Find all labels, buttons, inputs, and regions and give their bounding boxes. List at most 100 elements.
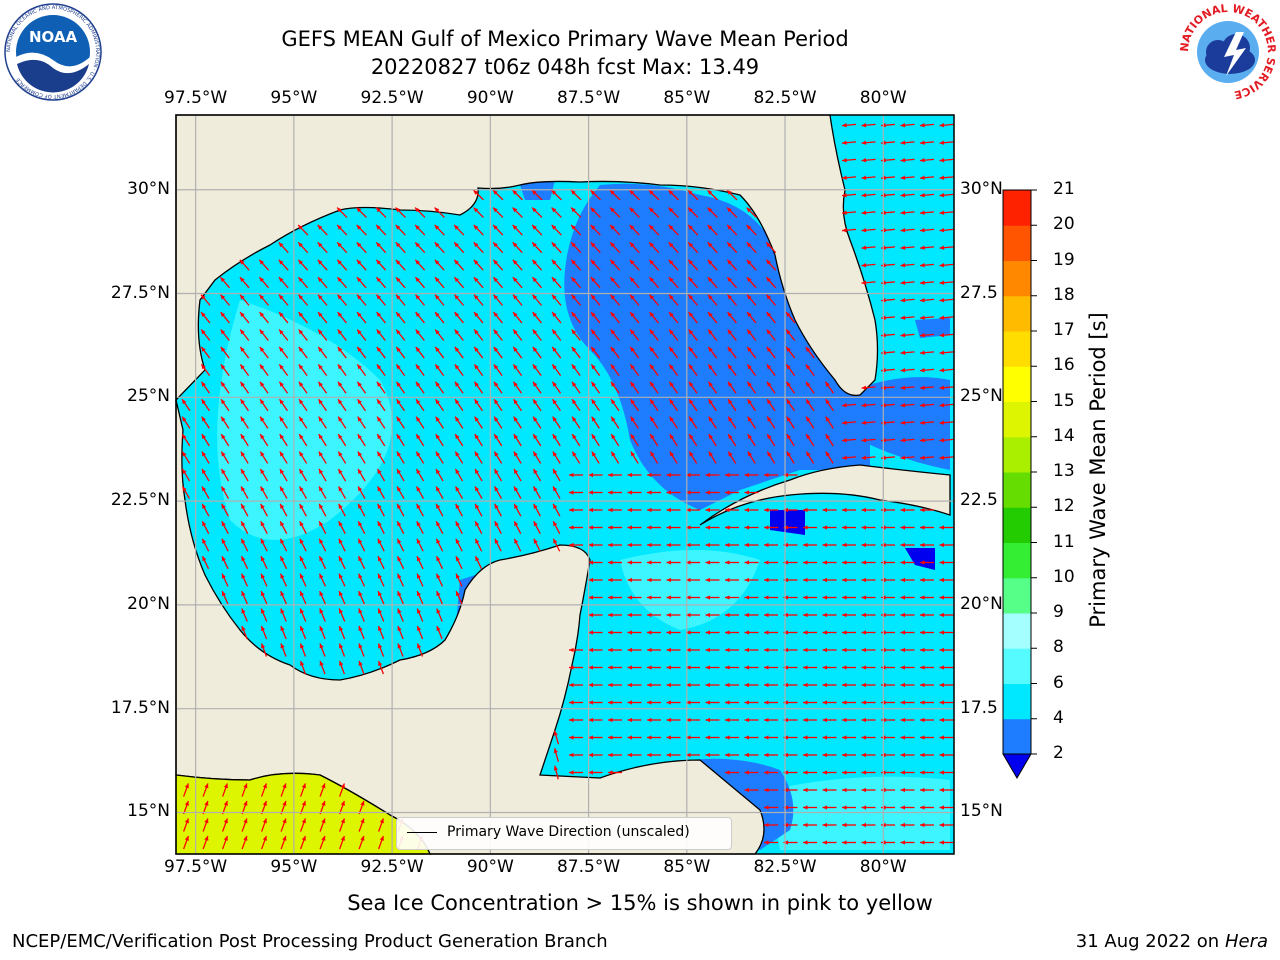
wave-arrow [842,752,856,758]
wave-arrow [453,276,465,289]
wave-arrow [337,398,347,412]
wave-arrow [900,630,915,635]
wave-arrow [395,259,406,271]
wave-arrow [260,818,268,832]
wave-arrow [551,363,562,377]
wave-arrow [725,665,739,670]
wave-arrow [822,525,837,530]
wave-arrow [920,507,934,513]
lat-tick-label-right: 15°N [960,801,1003,822]
wave-arrow [803,840,817,845]
wave-arrow [608,735,622,740]
wave-arrow [318,486,327,499]
wave-arrow [725,612,739,618]
wave-arrow [939,140,954,145]
wave-arrow [726,189,738,201]
wave-arrow [298,311,308,324]
wave-arrow [764,507,778,513]
wave-arrow [569,752,583,758]
wave-arrow [240,433,249,447]
wave-arrow [279,520,288,535]
wave-arrow [707,363,718,377]
wave-arrow [822,717,837,723]
wave-arrow [376,398,386,412]
wave-arrow [919,350,935,355]
wave-arrow [220,381,230,394]
wave-arrow [842,700,856,705]
wave-arrow [627,647,642,653]
wave-arrow [666,752,681,758]
wave-arrow [939,210,954,215]
wave-arrow [803,612,817,618]
wave-arrow [648,189,660,201]
wave-arrow [279,573,288,587]
noaa-logo: NOAA NATIONAL OCEANIC AND ATMOSPHERIC AD… [4,3,102,101]
wave-arrow [666,717,681,723]
wave-arrow [513,468,522,482]
wave-arrow [395,241,406,254]
wave-arrow [900,455,915,460]
wave-arrow [454,363,464,377]
wave-arrow [435,555,444,570]
wave-arrow [900,123,915,128]
wave-arrow [688,381,698,394]
wave-arrow [512,189,523,201]
wave-arrow [900,525,915,530]
wave-arrow [279,538,288,552]
wave-arrow [513,451,522,464]
wave-arrow [705,507,720,513]
lon-tick-label: 85°W [663,88,711,108]
wave-arrow [220,433,230,447]
wave-arrow [259,346,269,359]
wave-arrow [861,560,876,565]
wave-arrow [861,158,876,163]
wave-arrow [919,140,935,145]
colorbar-segment [1003,436,1031,473]
wave-arrow [920,770,934,775]
wave-arrow [357,468,366,482]
wave-arrow [783,787,798,793]
wave-arrow [200,294,211,306]
wave-arrow [280,590,287,605]
wave-arrow [434,276,445,289]
wave-arrow [493,311,503,324]
wave-arrow [279,486,288,499]
map-subtitle: 20220827 t06z 048h fcst Max: 13.49 [370,55,760,79]
wave-arrow [588,735,603,740]
wave-arrow [473,224,484,236]
colorbar-level-label: 4 [1053,707,1064,728]
wave-arrow [822,595,837,600]
wave-arrow [707,329,718,341]
wave-arrow [939,158,954,163]
lat-tick-label-left: 15°N [127,801,170,822]
wave-arrow [744,665,759,670]
wave-arrow [744,525,759,530]
wave-arrow [647,735,661,740]
wave-arrow [590,207,601,218]
wave-arrow [939,438,954,443]
wave-arrow [473,381,484,394]
wave-arrow [746,224,757,236]
wave-arrow [727,398,737,412]
wave-arrow [686,700,700,705]
wave-arrow [241,783,248,797]
wave-arrow [569,682,583,688]
wave-arrow [201,433,210,447]
wave-arrow [337,451,347,464]
wave-arrow [259,381,269,394]
wave-arrow [415,363,425,377]
wave-arrow [569,647,583,653]
wave-arrow [240,468,249,482]
wave-arrow [319,643,326,657]
wave-arrow [571,363,581,377]
wave-arrow [239,276,250,289]
wave-arrow [608,542,622,548]
wave-arrow [201,398,210,412]
wave-arrow [727,346,737,359]
wave-arrow [258,259,270,271]
wave-arrow [920,525,934,530]
wave-arrow [705,735,720,740]
wave-arrow [551,294,562,306]
wave-arrow [766,311,776,324]
wave-arrow [299,573,307,587]
